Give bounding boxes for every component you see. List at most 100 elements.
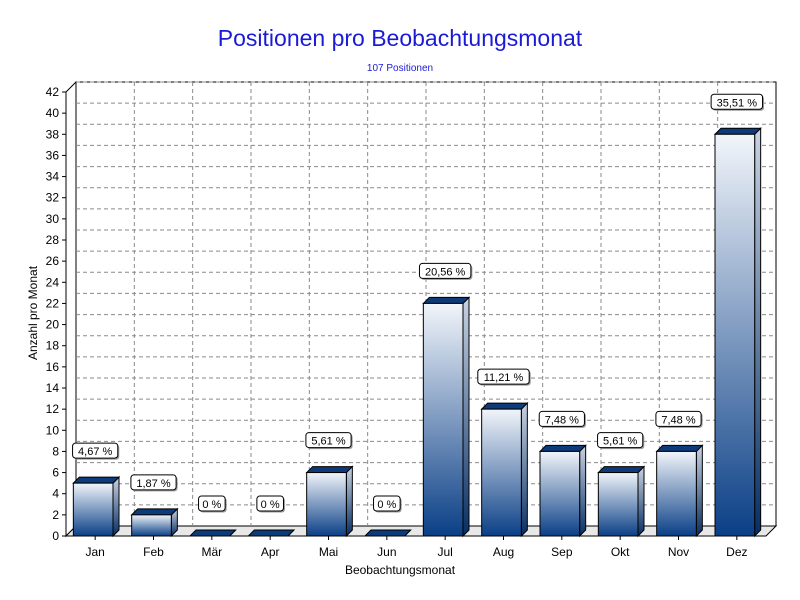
bar-side xyxy=(462,296,470,538)
y-tick-label: 24 xyxy=(46,275,60,289)
bar xyxy=(305,465,354,538)
y-tick-label: 12 xyxy=(46,402,60,416)
bar xyxy=(247,529,296,537)
x-tick-label: Mär xyxy=(201,545,222,559)
x-tick-label: Feb xyxy=(143,545,164,559)
data-label-text: 5,61 % xyxy=(603,436,637,448)
y-tick-label: 26 xyxy=(46,254,60,268)
bar-side xyxy=(637,465,645,538)
bar-top xyxy=(72,476,121,484)
chart-subtitle: 107 Positionen xyxy=(367,63,433,74)
bar-side xyxy=(754,127,762,538)
data-label-box xyxy=(418,262,472,279)
bar-top xyxy=(305,466,354,474)
x-tick-label: Jul xyxy=(437,545,452,559)
y-tick-label: 22 xyxy=(46,296,60,310)
y-tick-label: 16 xyxy=(46,360,60,374)
x-tick-label: Aug xyxy=(493,545,514,559)
bar-front xyxy=(481,408,522,537)
data-label-text: 0 % xyxy=(377,499,396,511)
data-label: 0 % xyxy=(198,495,227,513)
data-label-box xyxy=(373,495,401,512)
x-tick-label: Okt xyxy=(611,545,630,559)
y-tick-label: 4 xyxy=(52,487,59,501)
bar-top xyxy=(422,296,471,304)
bar xyxy=(597,465,646,538)
bar xyxy=(538,444,587,538)
bar-top xyxy=(130,508,179,516)
data-label: 1,87 % xyxy=(130,474,178,492)
bar xyxy=(713,127,762,538)
bar xyxy=(655,444,704,538)
x-tick-label: Jun xyxy=(377,545,396,559)
data-label: 35,51 % xyxy=(710,93,765,111)
y-tick-label: 18 xyxy=(46,339,60,353)
bar-top xyxy=(188,529,237,537)
bar-top xyxy=(713,127,762,135)
bar-side xyxy=(112,475,120,538)
y-tick-label: 30 xyxy=(46,212,60,226)
data-label-box xyxy=(305,432,352,449)
bar xyxy=(72,475,121,538)
bar xyxy=(422,296,471,538)
data-label: 7,48 % xyxy=(655,410,703,428)
data-label: 0 % xyxy=(373,495,402,513)
bar-top xyxy=(363,529,412,537)
y-tick-label: 42 xyxy=(46,85,60,99)
data-label: 11,21 % xyxy=(477,368,531,386)
bar-top xyxy=(247,529,296,537)
bar xyxy=(363,529,412,537)
data-label-text: 5,61 % xyxy=(311,436,345,448)
y-axis-label: Anzahl pro Monat xyxy=(26,265,40,360)
bar-side xyxy=(520,401,528,538)
data-label-box xyxy=(710,93,764,110)
data-label-text: 20,56 % xyxy=(425,266,466,278)
bar-side xyxy=(695,444,703,538)
data-label-box xyxy=(538,410,585,427)
y-tick-label: 8 xyxy=(52,444,59,458)
x-tick-label: Mai xyxy=(319,545,338,559)
bar-front xyxy=(656,450,697,537)
data-label-text: 4,67 % xyxy=(78,446,112,458)
data-label-box xyxy=(256,495,284,512)
data-label: 0 % xyxy=(256,495,285,513)
y-tick-label: 2 xyxy=(52,508,59,522)
x-axis-label: Beobachtungsmonat xyxy=(345,563,456,577)
bar-front xyxy=(597,472,639,537)
data-label: 7,48 % xyxy=(538,410,586,428)
bar-side xyxy=(579,444,587,538)
y-tick-label: 38 xyxy=(46,127,60,141)
y-tick-label: 14 xyxy=(46,381,60,395)
data-label: 20,56 % xyxy=(418,262,473,280)
data-label-box xyxy=(655,410,702,427)
y-tick-label: 36 xyxy=(46,148,60,162)
bar xyxy=(480,401,529,538)
data-label-text: 1,87 % xyxy=(136,478,170,490)
data-label-box xyxy=(72,442,119,459)
data-label-text: 7,48 % xyxy=(545,414,579,426)
bar-front xyxy=(72,482,114,537)
data-label-text: 35,51 % xyxy=(717,97,758,109)
data-label-text: 0 % xyxy=(202,499,221,511)
x-tick-label: Sep xyxy=(551,545,573,559)
data-label: 5,61 % xyxy=(597,432,645,450)
y-tick-label: 6 xyxy=(52,466,59,480)
data-label-box xyxy=(597,432,644,449)
data-label-box xyxy=(130,474,177,491)
bar-front xyxy=(539,450,581,537)
data-label-text: 11,21 % xyxy=(484,372,524,384)
y-tick-label: 34 xyxy=(46,170,60,184)
bar-top xyxy=(480,402,529,410)
bar-top xyxy=(655,444,704,452)
y-tick-label: 32 xyxy=(46,191,60,205)
x-axis-ticks: Jan Feb Mär Apr Mai Jun Jul Aug Sep Okt Nov Dez xyxy=(85,536,748,559)
x-tick-label: Dez xyxy=(726,545,747,559)
data-label-text: 0 % xyxy=(261,499,280,511)
data-label-box xyxy=(198,495,226,512)
x-tick-label: Apr xyxy=(261,545,280,559)
bar-top xyxy=(597,466,646,474)
bar-front xyxy=(714,133,756,537)
side-wall xyxy=(65,80,77,538)
